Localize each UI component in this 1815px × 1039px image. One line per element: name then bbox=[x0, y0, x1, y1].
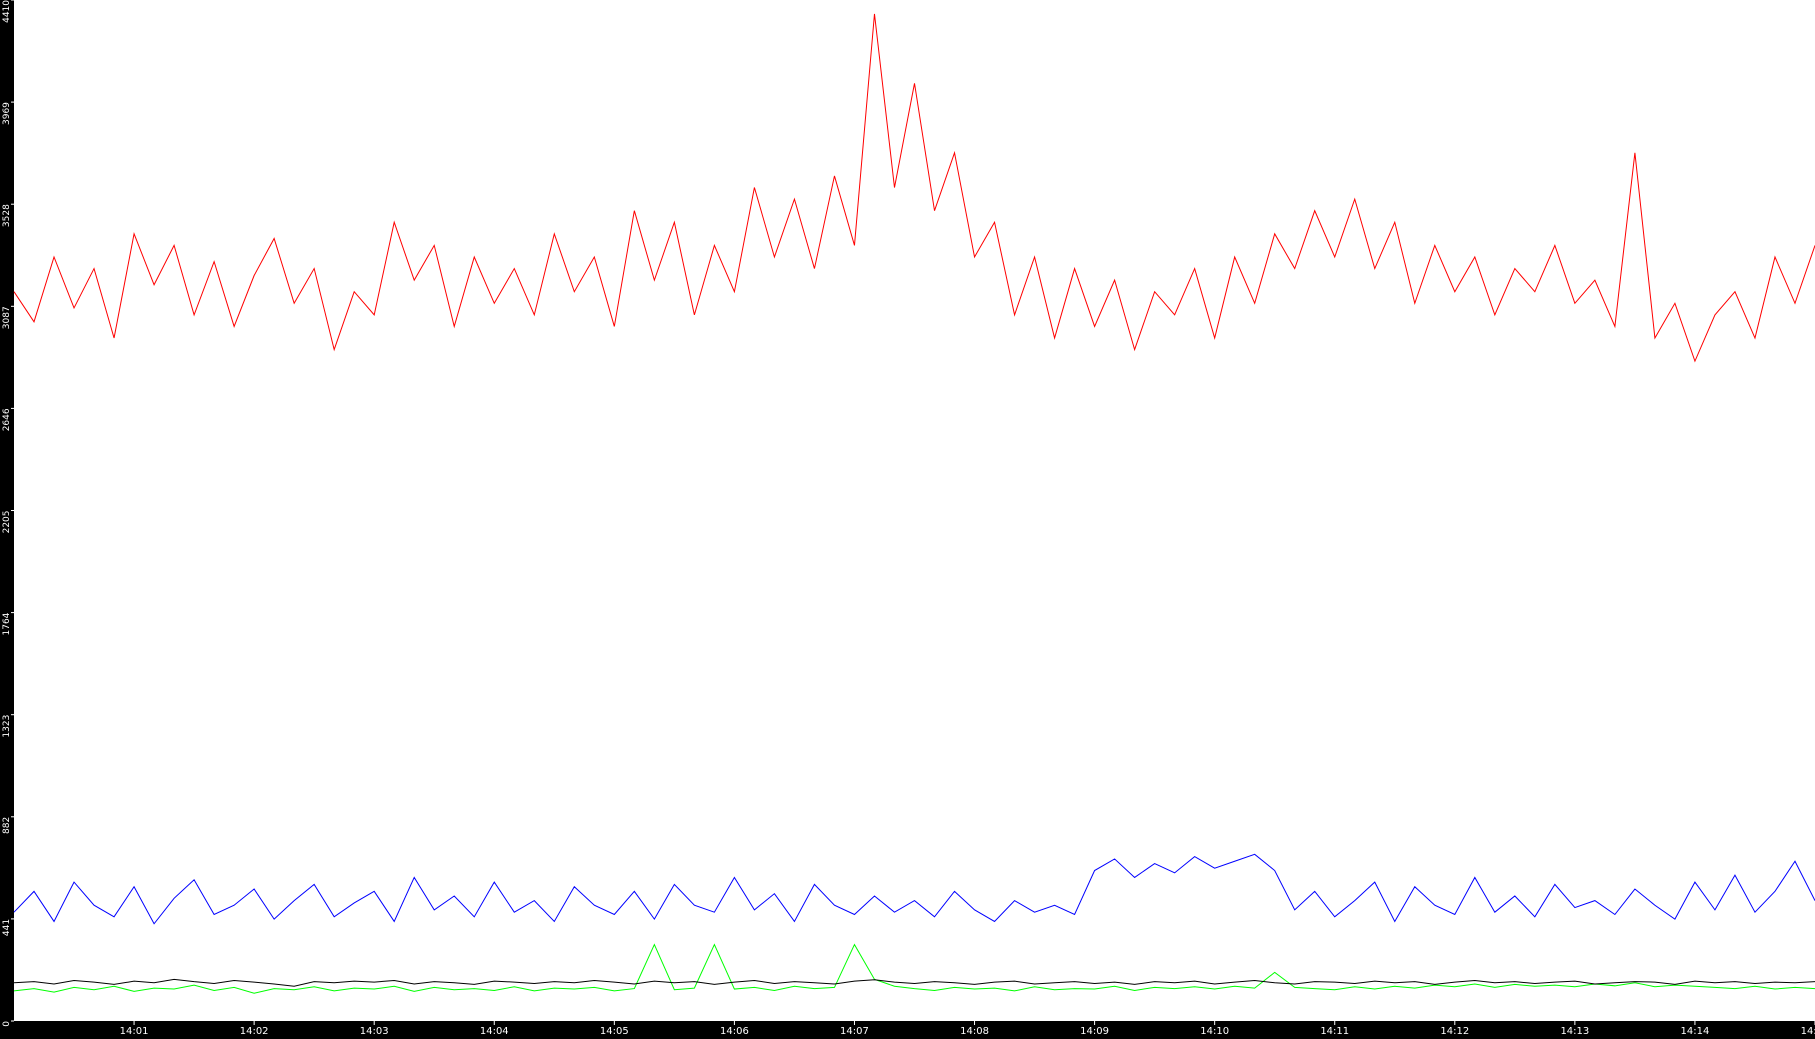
x-tick-label: 14:11 bbox=[1320, 1026, 1349, 1037]
x-tick-label: 14:03 bbox=[360, 1026, 389, 1037]
series-line bbox=[13, 853, 1815, 925]
x-tick-label: 14:01 bbox=[120, 1026, 149, 1037]
y-tick-label: 2205 bbox=[2, 511, 12, 534]
series-line bbox=[13, 978, 1815, 987]
y-tick-label: 4410 bbox=[2, 0, 12, 23]
series-line bbox=[13, 13, 1815, 363]
x-tick-label: 14:06 bbox=[720, 1026, 749, 1037]
x-tick-label: 14:08 bbox=[960, 1026, 989, 1037]
x-tick-label: 14:04 bbox=[480, 1026, 509, 1037]
x-tick-label: 14:15 bbox=[1801, 1026, 1815, 1037]
y-tick-label: 1323 bbox=[2, 715, 12, 738]
series-line bbox=[13, 943, 1815, 994]
y-tick-label: 2646 bbox=[2, 408, 12, 431]
y-tick-label: 3528 bbox=[2, 204, 12, 227]
x-tick-label: 14:14 bbox=[1681, 1026, 1710, 1037]
x-axis-strip bbox=[0, 1021, 1815, 1039]
y-tick-label: 441 bbox=[2, 919, 12, 936]
x-tick-label: 14:12 bbox=[1440, 1026, 1469, 1037]
y-axis-strip bbox=[0, 0, 14, 1039]
x-tick-label: 14:02 bbox=[240, 1026, 269, 1037]
x-tick-label: 14:10 bbox=[1200, 1026, 1229, 1037]
y-tick-label: 3087 bbox=[2, 306, 12, 329]
y-tick-label: 3969 bbox=[2, 102, 12, 125]
x-tick-label: 14:07 bbox=[840, 1026, 869, 1037]
y-tick-label: 0 bbox=[2, 1021, 12, 1027]
y-tick-label: 1764 bbox=[2, 612, 12, 635]
y-tick-label: 882 bbox=[2, 817, 12, 834]
x-tick-label: 14:05 bbox=[600, 1026, 629, 1037]
x-tick-label: 14:13 bbox=[1560, 1026, 1589, 1037]
x-tick-label: 14:09 bbox=[1080, 1026, 1109, 1037]
